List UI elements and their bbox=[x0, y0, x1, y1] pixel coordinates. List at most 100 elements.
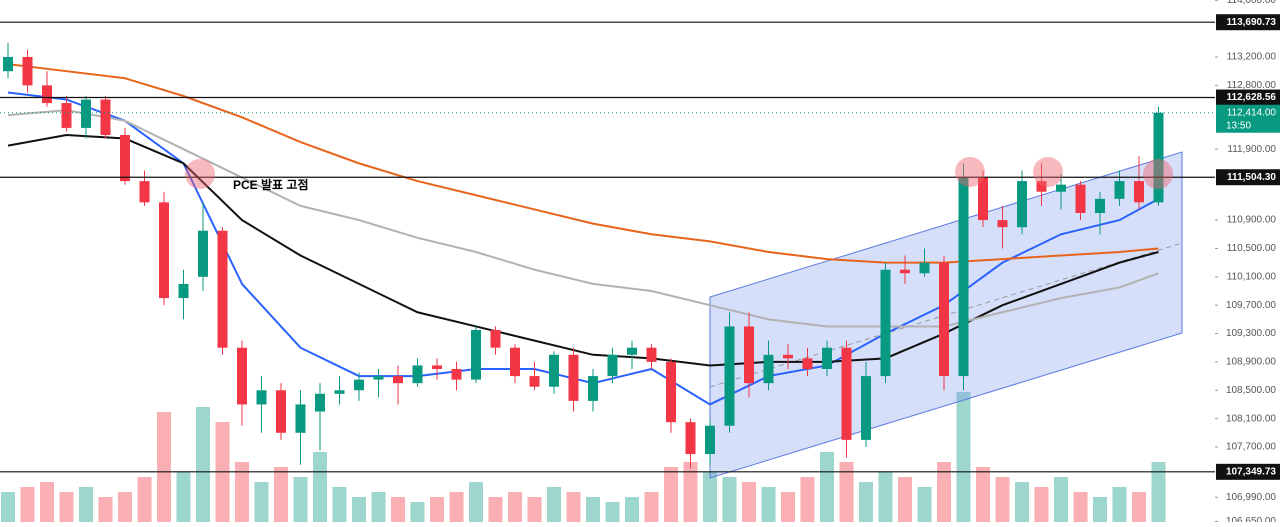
candle-body bbox=[198, 230, 208, 277]
candle-body bbox=[822, 347, 832, 369]
candle-body bbox=[510, 347, 520, 377]
volume-bar bbox=[1132, 492, 1146, 522]
volume-bar bbox=[566, 492, 581, 522]
annotation: PCE 발표 고점 bbox=[233, 177, 309, 192]
volume-bar bbox=[274, 467, 288, 522]
y-axis: 114,000.00 113,200.00 112,800.00 111,900.00… bbox=[1215, 0, 1280, 527]
volume-bar bbox=[1015, 482, 1029, 522]
y-tick-label: 108,500.00 bbox=[1226, 385, 1276, 396]
volume-bar bbox=[683, 462, 698, 522]
candle-body bbox=[666, 361, 676, 423]
volume-bar bbox=[79, 487, 93, 522]
volume-bar bbox=[352, 497, 366, 522]
volume-bar bbox=[508, 492, 522, 522]
candle-body bbox=[256, 390, 267, 405]
volume-bar bbox=[917, 487, 932, 522]
moving-average bbox=[7, 133, 1159, 367]
candle-body bbox=[841, 347, 852, 440]
candle-body bbox=[490, 329, 501, 348]
y-tick-label: 110,900.00 bbox=[1227, 215, 1277, 226]
candle-body bbox=[354, 379, 364, 391]
y-tick-label: 110,100.00 bbox=[1227, 271, 1277, 282]
highlight bbox=[185, 159, 215, 189]
volume-bar bbox=[40, 482, 54, 522]
candle-body bbox=[1095, 198, 1105, 213]
candle-body bbox=[588, 376, 598, 401]
candle-body bbox=[646, 347, 657, 362]
candle-body bbox=[1056, 184, 1066, 192]
candle-body bbox=[880, 269, 891, 377]
volume-bar bbox=[254, 482, 269, 522]
volume-bar bbox=[313, 452, 327, 522]
price-label-box bbox=[1216, 89, 1280, 106]
candle-body bbox=[568, 354, 579, 401]
y-tick-label: 108,900.00 bbox=[1226, 357, 1276, 368]
volume-bar bbox=[157, 412, 171, 522]
candle-body bbox=[22, 57, 33, 86]
volume-bar bbox=[196, 407, 210, 522]
volume-bar bbox=[1112, 487, 1127, 522]
moving-average bbox=[7, 109, 1159, 328]
candle-body bbox=[217, 230, 228, 348]
volume-bar bbox=[976, 467, 990, 522]
y-tick-label: 110,500.00 bbox=[1227, 243, 1277, 254]
y-tick-label: 107,700.00 bbox=[1226, 442, 1276, 453]
candle-body bbox=[685, 422, 696, 455]
plot bbox=[0, 21, 1215, 473]
volume-layer bbox=[1, 392, 1166, 522]
candle-body bbox=[159, 202, 169, 299]
y-tick-label: 112,800.00 bbox=[1227, 80, 1277, 91]
candle-body bbox=[42, 85, 52, 104]
candle-body bbox=[81, 99, 91, 128]
candle-body bbox=[178, 283, 189, 299]
candle-body bbox=[627, 347, 637, 355]
last-price-label: 112,414.00 bbox=[1227, 107, 1277, 118]
candle-body bbox=[861, 376, 871, 440]
y-tick-label: 111,900.00 bbox=[1227, 144, 1276, 155]
y-tick-label: 109,700.00 bbox=[1226, 300, 1276, 311]
price-label-box bbox=[1216, 14, 1280, 31]
price-label: 111,504.30 bbox=[1227, 172, 1276, 183]
volume-bar bbox=[761, 487, 776, 522]
candle-body bbox=[1017, 181, 1027, 228]
volume-bar bbox=[664, 467, 678, 522]
volume-bar bbox=[235, 462, 249, 522]
last-price-time: 13:50 bbox=[1226, 120, 1251, 131]
volume-bar bbox=[1151, 462, 1166, 522]
volume-bar bbox=[527, 497, 542, 522]
volume-bar bbox=[859, 482, 873, 522]
candle-body bbox=[61, 103, 72, 128]
candle-body bbox=[432, 365, 442, 369]
candle-body bbox=[978, 177, 988, 221]
candle-body bbox=[373, 376, 384, 380]
volume-bar bbox=[449, 492, 464, 522]
volume-bar bbox=[293, 477, 308, 522]
last-price-box bbox=[1216, 104, 1280, 133]
volume-bar bbox=[98, 497, 113, 522]
candle-body bbox=[393, 376, 403, 384]
volume-bar bbox=[722, 477, 737, 522]
candle-body bbox=[705, 425, 715, 455]
candle-body bbox=[607, 354, 618, 377]
volume-bar bbox=[605, 502, 620, 522]
price-label: 113,690.73 bbox=[1227, 17, 1277, 28]
volume-bar bbox=[839, 462, 854, 522]
price-label-box bbox=[1216, 463, 1280, 480]
y-tick-label: 113,200.00 bbox=[1227, 52, 1277, 63]
candle-body bbox=[334, 390, 345, 394]
candle-body bbox=[1153, 112, 1164, 203]
price-label: 107,349.73 bbox=[1226, 466, 1276, 477]
volume-bar bbox=[137, 477, 152, 522]
candle-body bbox=[315, 393, 325, 412]
candle-body bbox=[276, 390, 286, 433]
volume-bar bbox=[1073, 492, 1088, 522]
volume-bar bbox=[488, 497, 503, 522]
candle-body bbox=[919, 262, 930, 274]
volume-bar bbox=[391, 497, 405, 522]
volume-bar bbox=[176, 472, 191, 522]
candle-body bbox=[1075, 184, 1086, 213]
volume-bar bbox=[586, 497, 600, 522]
candle-body bbox=[549, 354, 559, 387]
